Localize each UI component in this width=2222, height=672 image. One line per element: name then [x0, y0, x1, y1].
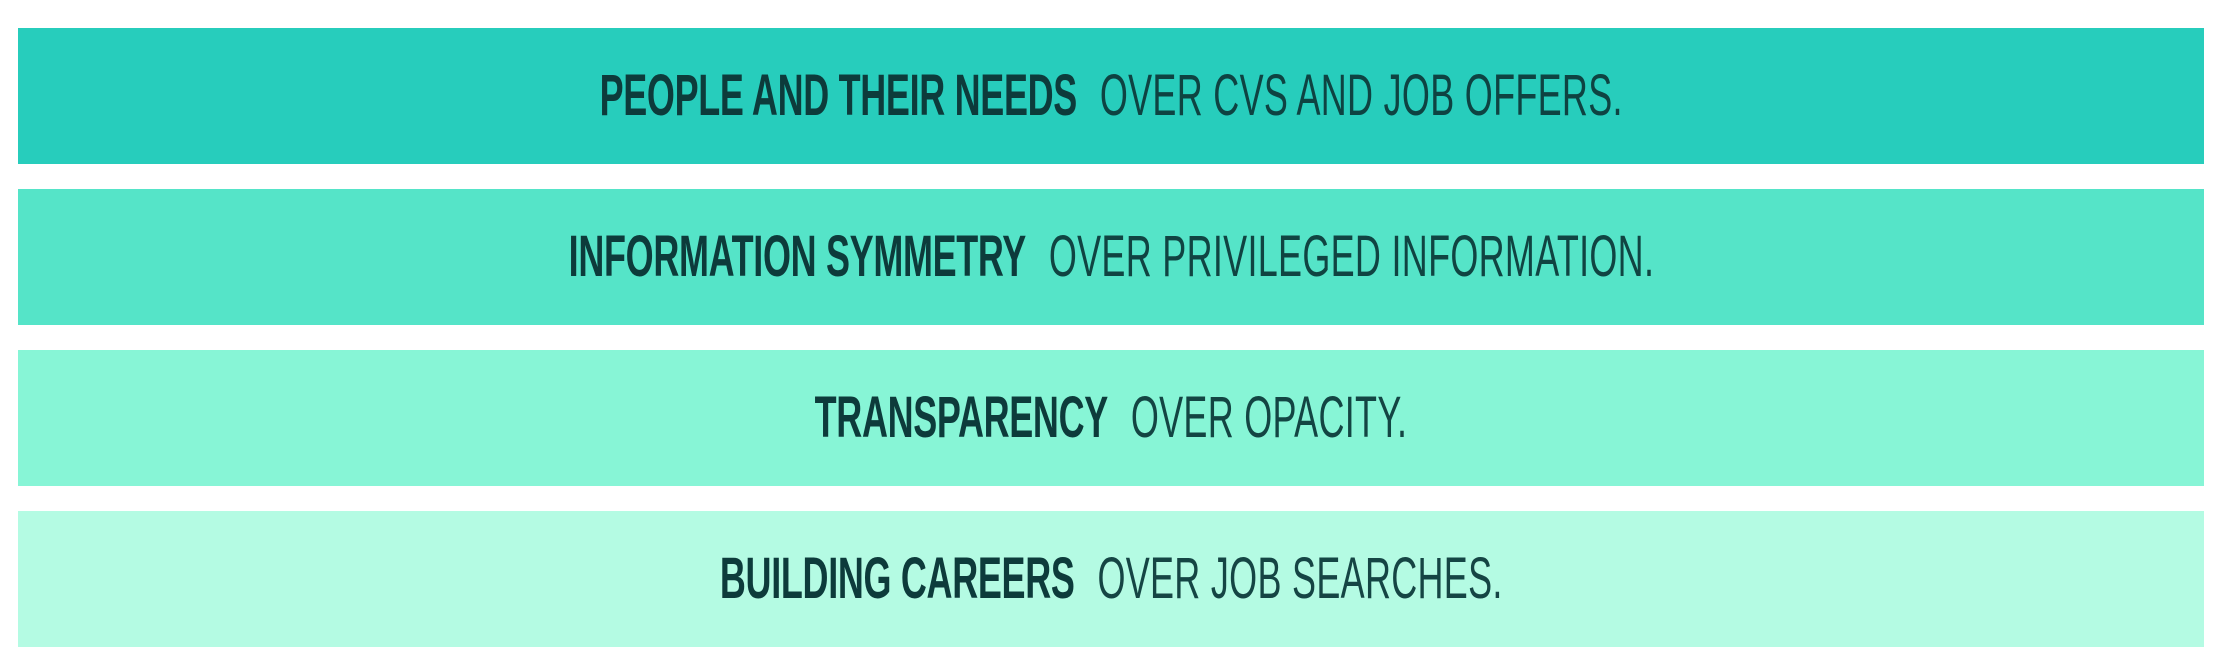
- value-band-transparency: TRANSPARENCY OVER OPACITY.: [18, 350, 2204, 486]
- value-line: BUILDING CAREERS OVER JOB SEARCHES.: [720, 550, 1503, 608]
- value-band-people: PEOPLE AND THEIR NEEDS OVER CVS AND JOB …: [18, 28, 2204, 164]
- value-rest-text: OVER OPACITY.: [1130, 385, 1408, 450]
- value-strong-text: INFORMATION SYMMETRY: [568, 224, 1026, 289]
- value-band-careers: BUILDING CAREERS OVER JOB SEARCHES.: [18, 511, 2204, 647]
- value-strong-text: PEOPLE AND THEIR NEEDS: [599, 63, 1077, 128]
- value-rest-text: OVER PRIVILEGED INFORMATION.: [1048, 224, 1654, 289]
- value-rest-text: OVER JOB SEARCHES.: [1097, 546, 1503, 611]
- value-line: INFORMATION SYMMETRY OVER PRIVILEGED INF…: [568, 228, 1654, 286]
- values-list: PEOPLE AND THEIR NEEDS OVER CVS AND JOB …: [18, 28, 2204, 647]
- value-band-information: INFORMATION SYMMETRY OVER PRIVILEGED INF…: [18, 189, 2204, 325]
- value-rest-text: OVER CVS AND JOB OFFERS.: [1099, 63, 1623, 128]
- value-strong-text: BUILDING CAREERS: [719, 546, 1075, 611]
- value-strong-text: TRANSPARENCY: [814, 385, 1109, 450]
- value-line: TRANSPARENCY OVER OPACITY.: [815, 389, 1408, 447]
- value-line: PEOPLE AND THEIR NEEDS OVER CVS AND JOB …: [599, 67, 1622, 125]
